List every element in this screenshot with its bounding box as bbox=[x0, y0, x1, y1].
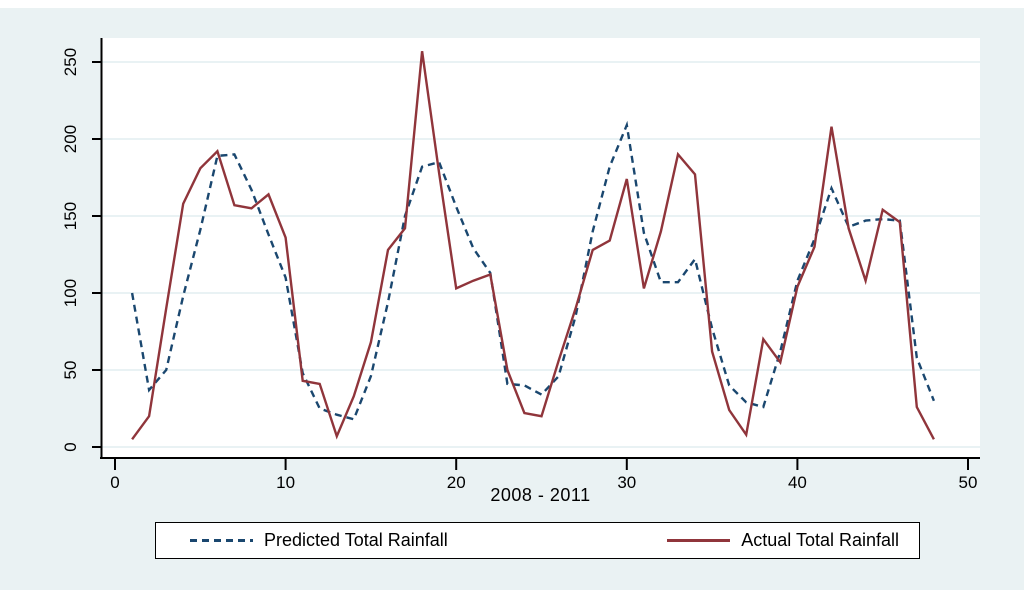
x-tick-label-50: 50 bbox=[959, 473, 978, 492]
plot-area bbox=[101, 38, 980, 458]
legend-label-actual: Actual Total Rainfall bbox=[741, 530, 899, 550]
x-tick-label-30: 30 bbox=[617, 473, 636, 492]
x-tick-label-0: 0 bbox=[110, 473, 119, 492]
y-tick-label-250: 250 bbox=[61, 48, 80, 76]
legend-item-predicted: Predicted Total Rainfall bbox=[190, 530, 448, 551]
y-tick-label-50: 50 bbox=[61, 361, 80, 380]
y-tick-label-200: 200 bbox=[61, 125, 80, 153]
x-tick-label-20: 20 bbox=[447, 473, 466, 492]
legend-box: Predicted Total Rainfall Actual Total Ra… bbox=[155, 522, 920, 559]
legend-label-predicted: Predicted Total Rainfall bbox=[264, 530, 448, 550]
y-tick-label-100: 100 bbox=[61, 279, 80, 307]
y-tick-label-150: 150 bbox=[61, 202, 80, 230]
y-tick-label-0: 0 bbox=[61, 442, 80, 451]
x-tick-label-40: 40 bbox=[788, 473, 807, 492]
series-line-actual bbox=[131, 51, 935, 441]
x-axis-title: 2008 - 2011 bbox=[490, 485, 591, 505]
x-tick-label-10: 10 bbox=[276, 473, 295, 492]
predicted-line-sample-icon bbox=[190, 539, 253, 542]
legend-item-actual: Actual Total Rainfall bbox=[667, 530, 899, 551]
actual-line-sample-icon bbox=[667, 539, 731, 542]
series-line-predicted bbox=[130, 120, 936, 421]
